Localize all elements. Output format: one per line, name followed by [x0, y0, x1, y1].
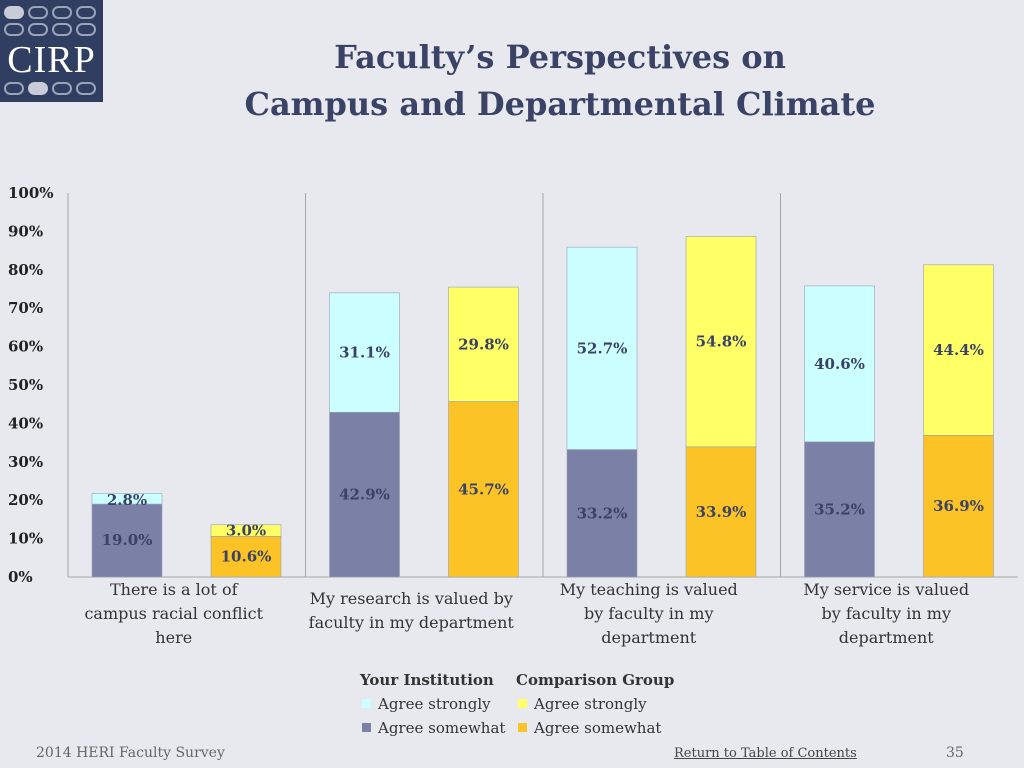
x-tick-label: department [601, 628, 697, 647]
data-label: 35.2% [814, 500, 865, 518]
y-tick-label: 0% [8, 568, 33, 586]
logo-pill [4, 82, 24, 95]
data-label: 40.6% [814, 355, 865, 373]
legend-title-institution: Your Institution [360, 671, 494, 689]
bar-segment-inst-strongly [804, 285, 875, 443]
bar-segment-inst-strongly [91, 492, 163, 505]
logo-pill [76, 82, 96, 95]
bar-segment-inst-strongly [329, 292, 400, 413]
x-tick-label: My research is valued by [310, 589, 513, 608]
y-tick-label: 70% [8, 299, 43, 317]
legend-swatch [518, 723, 527, 732]
data-label: 33.2% [577, 504, 628, 522]
data-label: 10.6% [221, 547, 272, 565]
legend-title-comparison: Comparison Group [516, 671, 675, 689]
bar-segment-comp-strongly [685, 236, 757, 448]
legend-label: Agree strongly [534, 695, 647, 713]
data-label: 42.9% [339, 486, 390, 504]
x-tick-label: by faculty in my [584, 604, 713, 623]
legend-item-comp-somewhat: Agree somewhat [518, 719, 661, 737]
logo-pill [28, 23, 48, 36]
bar-segment-comp-somewhat [923, 435, 994, 578]
data-label: 2.8% [107, 491, 147, 509]
page-number: 35 [946, 745, 964, 761]
x-tick-label: department [839, 628, 935, 647]
x-tick-label: faculty in my department [309, 613, 515, 632]
x-tick-label: There is a lot of [110, 580, 239, 599]
logo-pill [28, 82, 48, 95]
logo-pill [52, 82, 72, 95]
x-tick-label: campus racial conflict [84, 604, 263, 623]
legend-swatch [362, 699, 371, 708]
bar-segment-comp-strongly [923, 264, 994, 436]
logo-pill [52, 6, 72, 19]
bar-segment-inst-somewhat [91, 503, 163, 578]
legend-swatch [518, 699, 527, 708]
footer-survey-name: 2014 HERI Faculty Survey [36, 745, 225, 761]
y-tick-label: 80% [8, 261, 43, 279]
legend-item-inst-strongly: Agree strongly [362, 695, 491, 713]
bar-segment-comp-somewhat [210, 535, 282, 578]
logo-pill [76, 23, 96, 36]
bar-segment-comp-strongly [448, 286, 519, 402]
data-label: 54.8% [696, 333, 747, 351]
data-label: 29.8% [458, 335, 509, 353]
legend-swatch [362, 723, 371, 732]
return-to-toc-link[interactable]: Return to Table of Contents [674, 746, 857, 761]
legend-label: Agree strongly [378, 695, 491, 713]
legend-item-inst-somewhat: Agree somewhat [362, 719, 505, 737]
bar-segment-inst-somewhat [329, 411, 400, 578]
bar-segment-inst-somewhat [566, 449, 638, 578]
logo-pill [52, 23, 72, 36]
x-tick-label: here [155, 628, 192, 647]
data-label: 45.7% [458, 480, 509, 498]
logo-pill [28, 6, 48, 19]
y-tick-label: 40% [8, 414, 43, 432]
page-title-line2: Campus and Departmental Climate [244, 85, 876, 123]
y-tick-label: 100% [8, 184, 54, 202]
logo-text: CIRP [7, 39, 96, 81]
bar-segment-inst-strongly [566, 246, 638, 450]
data-label: 33.9% [696, 503, 747, 521]
stacked-bar-chart: 0% 10% 20% 30% 40% 50% 60% 70% 80% 90% 100% 19.0% 2.… [8, 184, 1018, 647]
y-tick-label: 60% [8, 338, 43, 356]
legend-label: Agree somewhat [534, 719, 662, 737]
y-tick-label: 20% [8, 491, 43, 509]
cirp-logo: CIRP [0, 0, 103, 102]
y-tick-label: 90% [8, 222, 43, 240]
bar-segment-comp-somewhat [448, 401, 519, 578]
bar-segment-comp-strongly [210, 524, 282, 537]
y-tick-label: 50% [8, 376, 43, 394]
legend-label: Agree somewhat [378, 719, 506, 737]
logo-pill [4, 23, 24, 36]
bar-segment-inst-somewhat [804, 441, 875, 578]
page-title-line1: Faculty’s Perspectives on [334, 38, 786, 76]
logo-pill [76, 6, 96, 19]
x-tick-label: My service is valued [803, 580, 969, 599]
data-label: 44.4% [933, 341, 984, 359]
data-label: 52.7% [577, 339, 628, 357]
data-label: 36.9% [933, 497, 984, 515]
data-label: 19.0% [102, 531, 153, 549]
logo-pill [4, 6, 24, 19]
data-label: 3.0% [226, 521, 266, 539]
x-tick-label: by faculty in my [822, 604, 951, 623]
y-tick-label: 30% [8, 453, 43, 471]
data-label: 31.1% [339, 344, 390, 362]
legend-item-comp-strongly: Agree strongly [518, 695, 647, 713]
x-tick-label: My teaching is valued [560, 580, 738, 599]
y-tick-label: 10% [8, 530, 43, 548]
